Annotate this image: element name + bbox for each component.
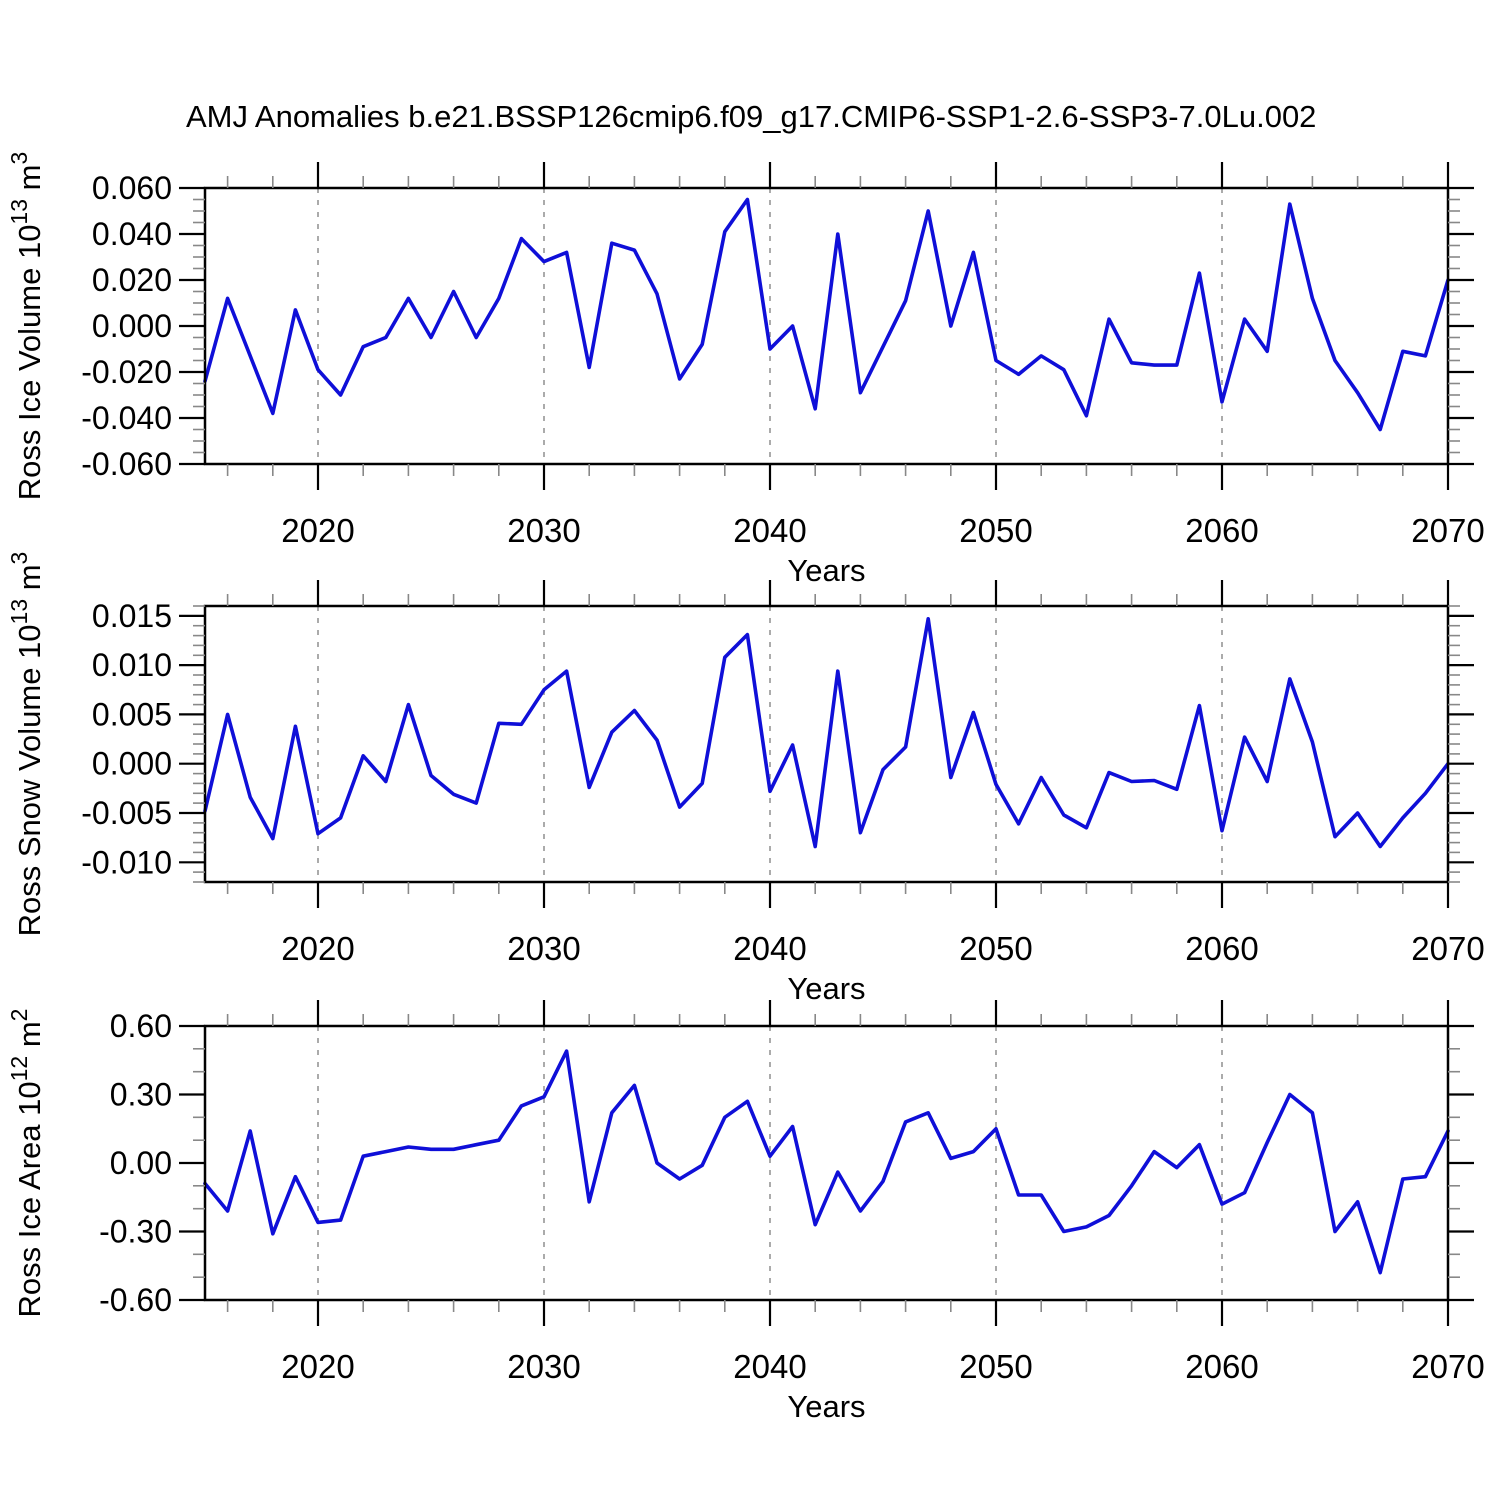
x-tick-label: 2050 xyxy=(959,1348,1032,1385)
x-axis-title: Years xyxy=(787,553,865,588)
x-tick-label: 2050 xyxy=(959,512,1032,549)
y-tick-label: -0.020 xyxy=(81,354,172,390)
figure-title: AMJ Anomalies b.e21.BSSP126cmip6.f09_g17… xyxy=(186,99,1316,134)
y-tick-label: -0.060 xyxy=(81,446,172,482)
plot-border xyxy=(203,1024,1450,1302)
y-tick-label: 0.005 xyxy=(92,696,172,732)
chart-panel-3: -0.60 -0.30 0.00 0.30 0.60 2020 2030 2040 2050 20… xyxy=(6,1000,1485,1424)
x-tick-label: 2020 xyxy=(281,512,354,549)
x-tick-label: 2070 xyxy=(1411,512,1484,549)
chart-panel-1: -0.060 -0.040 -0.020 0.000 0.020 0.040 0.060 20… xyxy=(6,152,1485,588)
data-line xyxy=(203,1049,1450,1275)
x-tick-label: 2030 xyxy=(507,512,580,549)
x-tick-label: 2060 xyxy=(1185,512,1258,549)
y-tick-label: -0.010 xyxy=(81,844,172,880)
y-tick-label: 0.020 xyxy=(92,262,172,298)
y-tick-label: -0.005 xyxy=(81,795,172,831)
y-axis-title: Ross Ice Area 1012 m2 xyxy=(6,1009,47,1318)
y-axis-title: Ross Ice Volume 1013 m3 xyxy=(6,152,47,501)
x-tick-label: 2030 xyxy=(507,1348,580,1385)
y-tick-label: 0.000 xyxy=(92,746,172,782)
y-tick-label: -0.040 xyxy=(81,400,172,436)
x-tick-label: 2070 xyxy=(1411,930,1484,967)
x-tick-label: 2020 xyxy=(281,930,354,967)
x-tick-label: 2040 xyxy=(733,1348,806,1385)
x-axis-title: Years xyxy=(787,1389,865,1424)
y-tick-label: 0.30 xyxy=(110,1077,172,1113)
x-tick-label: 2040 xyxy=(733,512,806,549)
y-tick-label: 0.040 xyxy=(92,216,172,252)
data-line xyxy=(203,616,1450,849)
x-tick-label: 2060 xyxy=(1185,930,1258,967)
x-tick-label: 2050 xyxy=(959,930,1032,967)
y-tick-label: 0.000 xyxy=(92,308,172,344)
x-tick-label: 2020 xyxy=(281,1348,354,1385)
y-tick-label: 0.060 xyxy=(92,170,172,206)
y-tick-label: -0.30 xyxy=(99,1214,172,1250)
chart-panel-2: -0.010 -0.005 0.000 0.005 0.010 0.015 2020 2030… xyxy=(6,552,1485,1006)
x-tick-label: 2070 xyxy=(1411,1348,1484,1385)
charts-group: -0.060 -0.040 -0.020 0.000 0.020 0.040 0.060 20… xyxy=(6,152,1485,1424)
x-tick-label: 2040 xyxy=(733,930,806,967)
data-line xyxy=(203,197,1450,432)
x-axis-title: Years xyxy=(787,971,865,1006)
y-tick-label: 0.00 xyxy=(110,1145,172,1181)
x-tick-label: 2060 xyxy=(1185,1348,1258,1385)
x-tick-label: 2030 xyxy=(507,930,580,967)
y-tick-label: 0.015 xyxy=(92,598,172,634)
y-tick-label: 0.60 xyxy=(110,1008,172,1044)
y-tick-label: 0.010 xyxy=(92,647,172,683)
y-axis-title: Ross Snow Volume 1013 m3 xyxy=(6,552,47,937)
y-tick-label: -0.60 xyxy=(99,1282,172,1318)
plot-border xyxy=(203,604,1450,884)
